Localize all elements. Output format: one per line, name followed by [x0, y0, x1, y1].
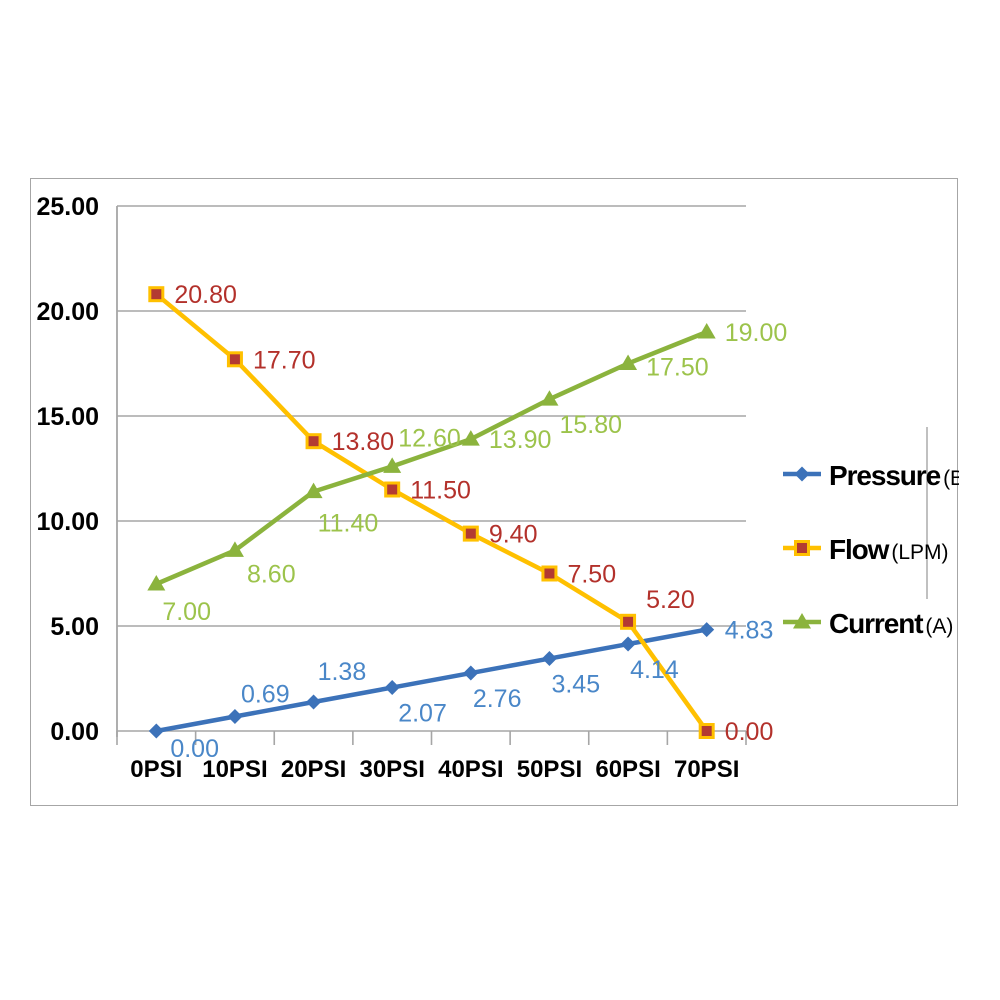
data-label: 9.40 [489, 521, 538, 549]
legend-series-unit: (A) [925, 615, 953, 638]
legend-label: Flow (LPM) [829, 534, 949, 565]
marker-square [698, 723, 715, 739]
line-chart: 0.00 5.00 10.00 15.00 20.00 25.00 0PSI 10PSI 20… [36, 193, 959, 783]
series-lines [154, 291, 709, 734]
data-label: 2.76 [473, 685, 522, 713]
series-line-flow [154, 291, 709, 734]
data-label: 3.45 [551, 671, 600, 699]
x-axis-tick-labels: 0PSI 10PSI 20PSI 30PSI 40PSI 50PSI 60PSI 70PSI [130, 756, 739, 783]
chart-frame: 0.00 5.00 10.00 15.00 20.00 25.00 0PSI 10PSI 20… [30, 178, 959, 806]
legend-series-unit: (LPM) [891, 541, 948, 564]
data-label: 19.00 [725, 319, 788, 347]
marker-square [462, 525, 479, 542]
marker-diamond [620, 636, 636, 652]
data-label: 12.60 [398, 424, 461, 452]
marker-square [541, 565, 558, 582]
data-label: 13.90 [489, 426, 552, 454]
x-tick-label: 20PSI [281, 756, 346, 783]
marker-square [794, 540, 810, 556]
y-tick-label: 20.00 [36, 298, 99, 326]
data-label: 7.00 [162, 598, 211, 626]
marker-diamond [541, 651, 557, 667]
marker-triangle [383, 457, 402, 473]
data-label: 20.80 [174, 281, 237, 309]
x-tick-label: 10PSI [202, 756, 267, 783]
marker-diamond [148, 723, 164, 739]
x-tick-label: 50PSI [517, 756, 582, 783]
x-tick-label: 70PSI [674, 756, 739, 783]
data-label: 11.50 [410, 477, 471, 505]
legend-item-current[interactable]: Current (A) [783, 608, 953, 639]
legend-series-unit: (BAR) [943, 467, 959, 490]
y-tick-label: 10.00 [36, 508, 99, 536]
data-label: 0.00 [725, 718, 774, 746]
legend-series-name: Flow [829, 534, 890, 565]
marker-square [226, 351, 243, 368]
y-axis-tick-labels: 0.00 5.00 10.00 15.00 20.00 25.00 [36, 193, 99, 746]
marker-square [148, 286, 165, 303]
legend-label: Pressure(BAR) [829, 460, 959, 491]
marker-triangle [304, 482, 323, 499]
marker-triangle [225, 541, 244, 557]
y-tick-label: 15.00 [36, 403, 99, 431]
marker-triangle [147, 575, 166, 591]
x-tick-label: 40PSI [438, 756, 503, 783]
series-line-pressure [154, 627, 709, 734]
data-labels: 0.00 0.69 1.38 2.07 2.76 3.45 4.14 4.83 20.80 17.… [162, 281, 787, 763]
data-label: 1.38 [318, 658, 367, 686]
marker-triangle [619, 354, 638, 370]
legend-item-flow[interactable]: Flow (LPM) [783, 534, 949, 565]
marker-triangle [793, 613, 811, 629]
data-label: 13.80 [332, 428, 395, 456]
y-tick-label: 25.00 [36, 193, 99, 221]
legend-item-pressure[interactable]: Pressure(BAR) [783, 460, 959, 491]
data-label: 7.50 [567, 561, 616, 589]
marker-diamond [384, 680, 400, 696]
marker-square [305, 433, 322, 450]
marker-square [620, 613, 637, 630]
legend-series-name: Current [829, 608, 923, 639]
marker-diamond [227, 709, 243, 725]
data-label: 4.14 [630, 656, 679, 684]
data-label: 4.83 [725, 617, 774, 645]
data-label: 2.07 [398, 700, 447, 728]
marker-triangle [697, 323, 716, 339]
marker-diamond [463, 665, 479, 681]
marker-diamond [699, 622, 715, 638]
data-label: 15.80 [559, 411, 622, 439]
data-label: 0.00 [170, 735, 219, 763]
series-line-current [154, 329, 709, 587]
x-tick-label: 0PSI [130, 756, 182, 783]
y-tick-label: 0.00 [50, 718, 99, 746]
y-tick-label: 5.00 [50, 613, 99, 641]
series-markers [147, 286, 716, 739]
x-tick-label: 60PSI [595, 756, 660, 783]
data-label: 5.20 [646, 586, 695, 614]
legend-series-name: Pressure [829, 460, 941, 491]
marker-square [384, 481, 401, 498]
data-label: 8.60 [247, 560, 296, 588]
marker-diamond [794, 466, 810, 482]
legend[interactable]: Pressure(BAR) Flow(LPM) Current(A) [783, 427, 959, 639]
marker-triangle [540, 390, 559, 406]
axis-ticks [116, 731, 747, 745]
marker-diamond [306, 694, 322, 710]
marker-triangle [461, 430, 480, 446]
data-label: 17.50 [646, 354, 709, 382]
gridlines [116, 205, 746, 737]
data-label: 17.70 [253, 346, 316, 374]
legend-label: Current (A) [829, 608, 953, 639]
data-label: 0.69 [241, 681, 290, 709]
data-label: 11.40 [318, 510, 379, 538]
x-tick-label: 30PSI [359, 756, 424, 783]
